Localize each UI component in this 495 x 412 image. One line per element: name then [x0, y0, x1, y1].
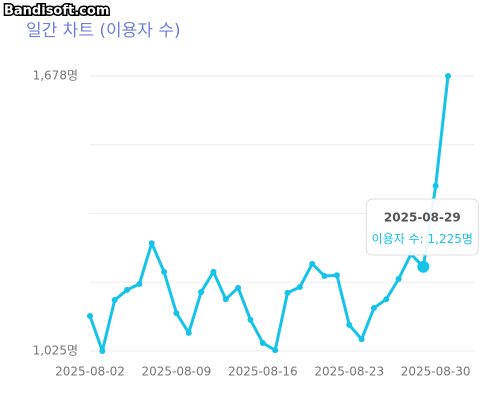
point	[309, 260, 316, 267]
point	[432, 182, 439, 189]
point	[395, 275, 402, 282]
point	[284, 289, 291, 296]
tooltip-box	[365, 198, 479, 256]
y-tick-label: 1,025명	[33, 344, 78, 358]
x-tick-label: 2025-08-02	[55, 365, 125, 379]
series-name: 이용자 수	[372, 232, 420, 246]
point	[321, 273, 328, 280]
point	[370, 305, 377, 312]
point	[247, 316, 254, 323]
point	[296, 283, 303, 290]
x-tick-label: 2025-08-23	[314, 365, 384, 379]
point	[383, 296, 390, 303]
x-tick-label: 2025-08-30	[401, 365, 471, 379]
point	[445, 73, 451, 79]
watermark: Bandisoft.com	[4, 4, 109, 19]
point	[272, 347, 279, 354]
point	[148, 240, 155, 247]
tooltip-value: 1,225명	[428, 232, 473, 246]
point	[111, 297, 118, 304]
point	[87, 313, 93, 320]
point	[333, 272, 340, 279]
y-tick-label: 1,678명	[33, 69, 78, 83]
tooltip: 2025-08-29 이용자 수: 1,225명	[365, 198, 479, 256]
point	[99, 348, 106, 354]
point	[346, 321, 353, 328]
x-tick-label: 2025-08-09	[142, 365, 212, 379]
point	[210, 268, 217, 275]
point	[222, 296, 229, 303]
line	[88, 75, 450, 353]
point	[235, 284, 242, 291]
tooltip-title: 2025-08-29	[384, 211, 461, 225]
active-point	[417, 260, 430, 273]
chart-title: 일간 차트 (이용자 수)	[26, 21, 181, 41]
separator: :	[420, 232, 428, 246]
point	[259, 339, 266, 346]
point	[136, 281, 143, 288]
tooltip-text: 이용자 수: 1,225명	[372, 232, 473, 246]
point	[198, 289, 205, 296]
point	[173, 310, 180, 317]
point	[358, 336, 365, 343]
point	[161, 268, 168, 275]
point	[185, 329, 192, 336]
point	[124, 286, 131, 293]
x-tick-label: 2025-08-16	[228, 365, 298, 379]
